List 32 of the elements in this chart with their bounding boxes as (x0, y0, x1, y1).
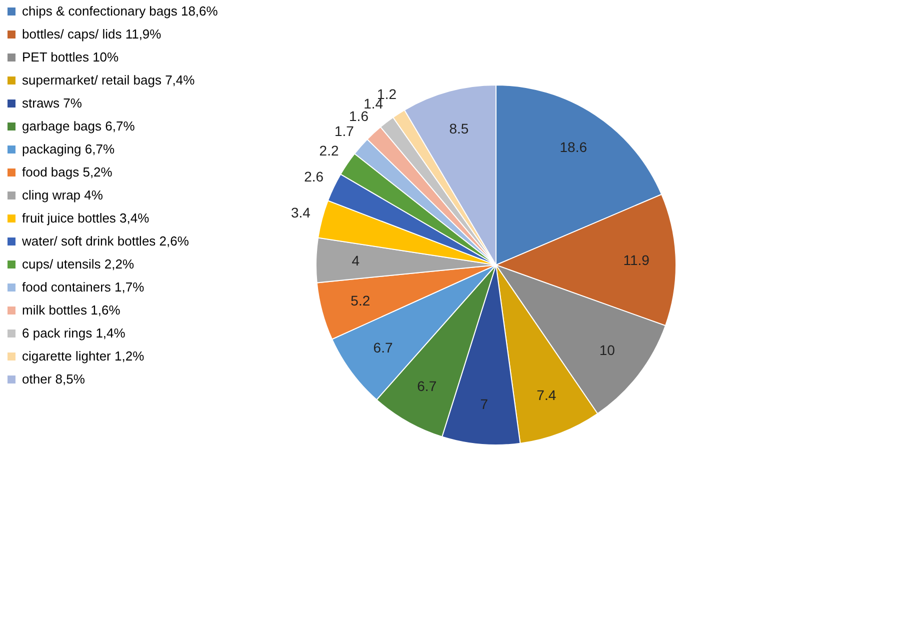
legend-label: packaging 6,7% (22, 142, 115, 156)
data-label: 1.6 (349, 108, 369, 124)
legend-label: cigarette lighter 1,2% (22, 348, 145, 364)
data-label: 6.7 (373, 339, 393, 356)
legend-label: garbage bags 6,7% (22, 118, 136, 134)
legend-label: cling wrap 4% (22, 188, 104, 202)
legend-label: water/ soft drink bottles 2,6% (21, 234, 190, 248)
data-label: 6.7 (417, 378, 437, 394)
data-label: 7 (480, 396, 488, 412)
data-label: 3.4 (291, 204, 311, 220)
data-label: 10 (599, 342, 616, 358)
legend-label: other 8,5% (22, 372, 86, 386)
data-label: 2.6 (304, 168, 324, 185)
data-label: 7.4 (536, 387, 556, 404)
legend-label: straws 7% (22, 96, 82, 110)
legend-label: milk bottles 1,6% (22, 302, 121, 318)
legend-label: chips & confectionary bags 18,6% (22, 4, 218, 18)
data-label: 1.7 (334, 122, 354, 139)
data-label: 18.6 (560, 138, 588, 155)
legend-label: bottles/ caps/ lids 11,9% (22, 26, 162, 42)
data-label: 5.2 (350, 292, 370, 308)
legend-label: fruit juice bottles 3,4% (22, 210, 150, 226)
data-label: 2.2 (319, 142, 339, 158)
legend-label: food containers 1,7% (22, 280, 145, 294)
legend-label: PET bottles 10% (22, 50, 120, 64)
legend-label: 6 pack rings 1,4% (22, 326, 126, 340)
data-label: 8.5 (449, 120, 469, 137)
legend-label: supermarket/ retail bags 7,4% (22, 72, 196, 88)
legend-label: cups/ utensils 2,2% (22, 256, 134, 272)
legend-label: food bags 5,2% (22, 164, 113, 180)
data-label: 4 (352, 252, 360, 268)
data-label: 11.9 (623, 252, 650, 268)
